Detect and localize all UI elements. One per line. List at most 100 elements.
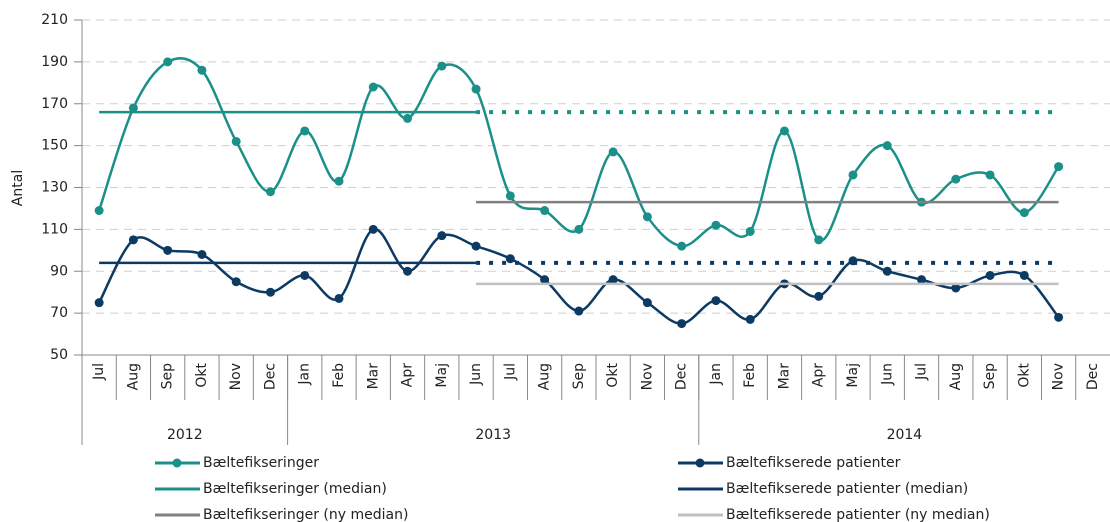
data-point (265, 287, 275, 297)
data-point (608, 275, 618, 285)
data-point (163, 57, 173, 67)
data-point (642, 212, 652, 222)
legend-label: Bæltefikseringer (ny median) (203, 507, 408, 522)
x-tick-label: Okt (605, 362, 621, 387)
data-point (368, 224, 378, 234)
legend-label: Bæltefikseringer (203, 455, 319, 471)
data-point (882, 266, 892, 276)
x-tick-label: Jan (297, 363, 313, 386)
x-tick-label: Okt (194, 362, 210, 387)
data-point (128, 103, 138, 113)
x-tick-label: Mar (776, 363, 792, 390)
data-point (1054, 312, 1064, 322)
data-point (471, 241, 481, 251)
data-point (540, 206, 550, 216)
x-tick-label: Aug (948, 363, 964, 390)
data-point (334, 293, 344, 303)
x-group-label: 2012 (167, 427, 203, 443)
x-group-label: 2013 (475, 427, 511, 443)
data-point (94, 298, 104, 308)
y-tick-label: 90 (50, 263, 68, 279)
data-point (882, 141, 892, 151)
data-point (265, 187, 275, 197)
data-point (677, 319, 687, 329)
data-point (403, 113, 413, 123)
data-point (403, 266, 413, 276)
y-tick-label: 70 (50, 305, 68, 321)
x-tick-label: Nov (639, 363, 655, 390)
x-group-label: 2014 (887, 427, 923, 443)
x-tick-label: Apr (811, 363, 827, 387)
x-tick-label: Nov (1051, 363, 1067, 390)
legend-marker (695, 458, 705, 468)
data-point (94, 206, 104, 216)
x-tick-label: Jul (91, 363, 107, 381)
x-tick-label: Sep (160, 363, 176, 390)
y-tick-label: 130 (41, 180, 68, 196)
y-tick-label: 210 (41, 12, 68, 28)
y-tick-label: 190 (41, 54, 68, 70)
x-tick-label: Dec (674, 363, 690, 390)
x-tick-label: Feb (331, 363, 347, 388)
x-tick-label: Dec (262, 363, 278, 390)
data-point (471, 84, 481, 94)
x-tick-label: Jun (879, 363, 895, 386)
legend-label: Bæltefikserede patienter (ny median) (726, 507, 990, 522)
data-point (951, 283, 961, 293)
data-point (300, 270, 310, 280)
x-tick-label: Mar (365, 363, 381, 390)
data-point (1019, 270, 1029, 280)
data-point (917, 275, 927, 285)
x-tick-label: Jun (468, 363, 484, 386)
data-point (1019, 208, 1029, 218)
data-point (848, 170, 858, 180)
y-tick-label: 50 (50, 347, 68, 363)
x-tick-label: Feb (742, 363, 758, 388)
x-tick-label: Jul (502, 363, 518, 381)
data-point (231, 277, 241, 287)
y-tick-label: 110 (41, 221, 68, 237)
data-point (677, 241, 687, 251)
data-point (231, 136, 241, 146)
data-point (334, 176, 344, 186)
data-point (505, 254, 515, 264)
data-point (128, 235, 138, 245)
data-point (197, 65, 207, 75)
x-tick-label: Okt (1016, 362, 1032, 387)
x-tick-label: Aug (537, 363, 553, 390)
x-tick-label: Sep (571, 363, 587, 390)
data-point (574, 224, 584, 234)
y-tick-label: 150 (41, 138, 68, 154)
data-point (985, 170, 995, 180)
data-point (368, 82, 378, 92)
data-point (574, 306, 584, 316)
data-point (437, 231, 447, 241)
x-tick-label: Maj (845, 363, 861, 388)
data-point (814, 291, 824, 301)
data-point (951, 174, 961, 184)
data-point (711, 296, 721, 306)
data-point (711, 220, 721, 230)
data-point (745, 226, 755, 236)
data-point (608, 147, 618, 157)
data-point (745, 314, 755, 324)
legend-marker (172, 458, 182, 468)
y-tick-label: 170 (41, 96, 68, 112)
data-point (985, 270, 995, 280)
data-point (163, 245, 173, 255)
y-axis-label: Antal (10, 170, 26, 206)
data-point (300, 126, 310, 136)
x-tick-label: Jan (708, 363, 724, 386)
legend-label: Bæltefikseringer (median) (203, 481, 387, 497)
data-point (540, 275, 550, 285)
data-point (505, 191, 515, 201)
x-tick-label: Nov (228, 363, 244, 390)
data-point (814, 235, 824, 245)
legend-label: Bæltefikserede patienter (726, 455, 901, 471)
x-tick-label: Jul (914, 363, 930, 381)
x-tick-label: Maj (434, 363, 450, 388)
x-tick-label: Dec (1085, 363, 1101, 390)
x-tick-label: Aug (125, 363, 141, 390)
legend-label: Bæltefikserede patienter (median) (726, 481, 968, 497)
